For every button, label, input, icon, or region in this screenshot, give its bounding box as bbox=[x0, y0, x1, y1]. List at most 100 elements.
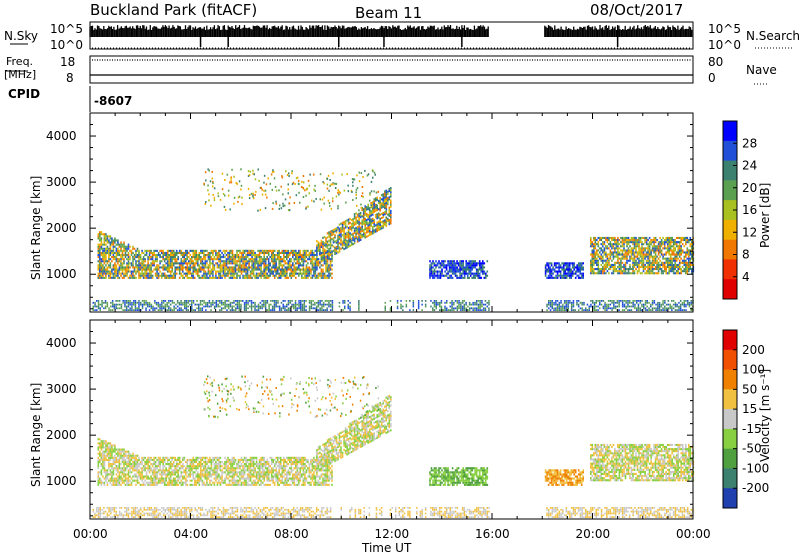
ground-scatter-cell bbox=[315, 301, 318, 304]
echo-cell bbox=[188, 270, 190, 273]
echo-cell bbox=[662, 272, 664, 275]
echo-cell bbox=[486, 274, 489, 277]
echo-cell bbox=[594, 243, 597, 246]
ground-scatter-cell bbox=[222, 307, 225, 310]
echo-cell bbox=[242, 249, 244, 252]
echo-cell bbox=[642, 253, 645, 256]
ground-scatter-cell bbox=[166, 309, 168, 311]
echo-cell bbox=[286, 274, 288, 277]
echo-cell bbox=[600, 270, 603, 273]
echo-cell bbox=[138, 276, 140, 279]
ground-scatter-cell bbox=[226, 300, 228, 302]
echo-cell bbox=[384, 198, 386, 201]
echo-cell bbox=[254, 260, 256, 263]
echo-cell bbox=[591, 253, 594, 256]
echo-cell bbox=[236, 276, 238, 279]
ground-scatter-cell bbox=[94, 303, 96, 306]
echo-cell bbox=[302, 272, 305, 275]
echo-cell bbox=[474, 260, 476, 263]
echo-cell bbox=[106, 235, 109, 238]
echo-cell bbox=[460, 268, 463, 271]
echo-cell bbox=[654, 249, 657, 252]
echo-cell bbox=[596, 253, 598, 256]
echo-cell bbox=[335, 231, 338, 234]
echo-cell bbox=[135, 251, 137, 254]
echo-cell bbox=[686, 241, 689, 244]
echo-cell bbox=[329, 232, 332, 235]
echo-cell bbox=[385, 208, 388, 211]
echo-cell bbox=[151, 262, 154, 265]
echo-cell bbox=[328, 248, 330, 251]
echo-cell bbox=[632, 259, 634, 262]
echo-cell bbox=[218, 256, 220, 259]
echo-cell bbox=[97, 266, 100, 269]
echo-cell bbox=[278, 272, 280, 275]
ground-scatter-cell bbox=[581, 303, 583, 306]
echo-cell bbox=[284, 262, 287, 265]
echo-cell bbox=[683, 261, 686, 264]
echo-cell bbox=[151, 276, 154, 279]
echo-cell bbox=[482, 262, 484, 265]
echo-cell bbox=[544, 270, 547, 273]
echo-cell bbox=[574, 266, 577, 269]
echo-cell bbox=[192, 270, 195, 273]
echo-cell bbox=[97, 256, 100, 259]
ground-scatter-cell bbox=[143, 301, 145, 304]
echo-cell bbox=[343, 227, 345, 230]
echo-cell bbox=[103, 251, 106, 254]
echo-cell bbox=[171, 274, 173, 277]
echo-cell bbox=[328, 231, 330, 234]
echo-cell bbox=[353, 223, 356, 226]
echo-cell bbox=[447, 264, 449, 267]
echo-cell bbox=[195, 256, 198, 259]
echo-cell bbox=[334, 253, 336, 256]
echo-cell bbox=[287, 266, 290, 269]
echo-cell bbox=[103, 239, 106, 242]
echo-cell bbox=[659, 249, 661, 252]
echo-cell bbox=[323, 276, 326, 279]
echo-cell bbox=[145, 264, 148, 267]
echo-cell bbox=[460, 260, 463, 263]
ground-scatter-cell bbox=[277, 300, 279, 302]
echo-cell bbox=[334, 248, 336, 251]
echo-cell bbox=[334, 240, 336, 243]
echo-cell bbox=[686, 265, 689, 268]
echo-cell bbox=[605, 263, 607, 266]
echo-cell bbox=[614, 236, 616, 239]
echo-cell bbox=[388, 208, 391, 211]
echo-cell bbox=[379, 224, 381, 227]
ground-scatter-cell bbox=[328, 303, 330, 306]
echo-cell bbox=[624, 270, 627, 273]
ground-scatter-cell bbox=[117, 307, 119, 310]
ground-scatter-cell bbox=[463, 300, 466, 302]
echo-cell bbox=[344, 222, 347, 225]
echo-cell bbox=[320, 239, 323, 242]
echo-cell bbox=[609, 243, 612, 246]
echo-cell bbox=[648, 263, 651, 266]
ground-scatter-cell bbox=[565, 305, 568, 308]
echo-cell bbox=[361, 215, 363, 218]
echo-cell bbox=[154, 272, 157, 275]
echo-cell bbox=[480, 276, 482, 279]
echo-cell bbox=[677, 265, 679, 268]
echo-cell bbox=[323, 262, 326, 265]
echo-cell bbox=[450, 266, 452, 269]
ground-scatter-cell bbox=[300, 301, 302, 304]
echo-cell bbox=[352, 220, 354, 223]
echo-cell bbox=[654, 253, 657, 256]
echo-cell bbox=[231, 272, 234, 275]
ground-scatter-cell bbox=[400, 305, 402, 308]
echo-cell bbox=[311, 264, 314, 267]
ground-scatter-cell bbox=[310, 307, 313, 310]
echo-cell bbox=[148, 251, 151, 254]
echo-cell bbox=[175, 249, 178, 252]
echo-cell bbox=[301, 256, 303, 259]
echo-cell bbox=[596, 272, 598, 275]
ground-scatter-cell bbox=[273, 303, 276, 306]
echo-cell bbox=[99, 270, 101, 273]
ground-scatter-cell bbox=[129, 300, 131, 302]
echo-cell bbox=[215, 274, 217, 277]
echo-cell bbox=[254, 274, 256, 277]
echo-cell bbox=[121, 258, 124, 261]
echo-cell bbox=[642, 249, 645, 252]
